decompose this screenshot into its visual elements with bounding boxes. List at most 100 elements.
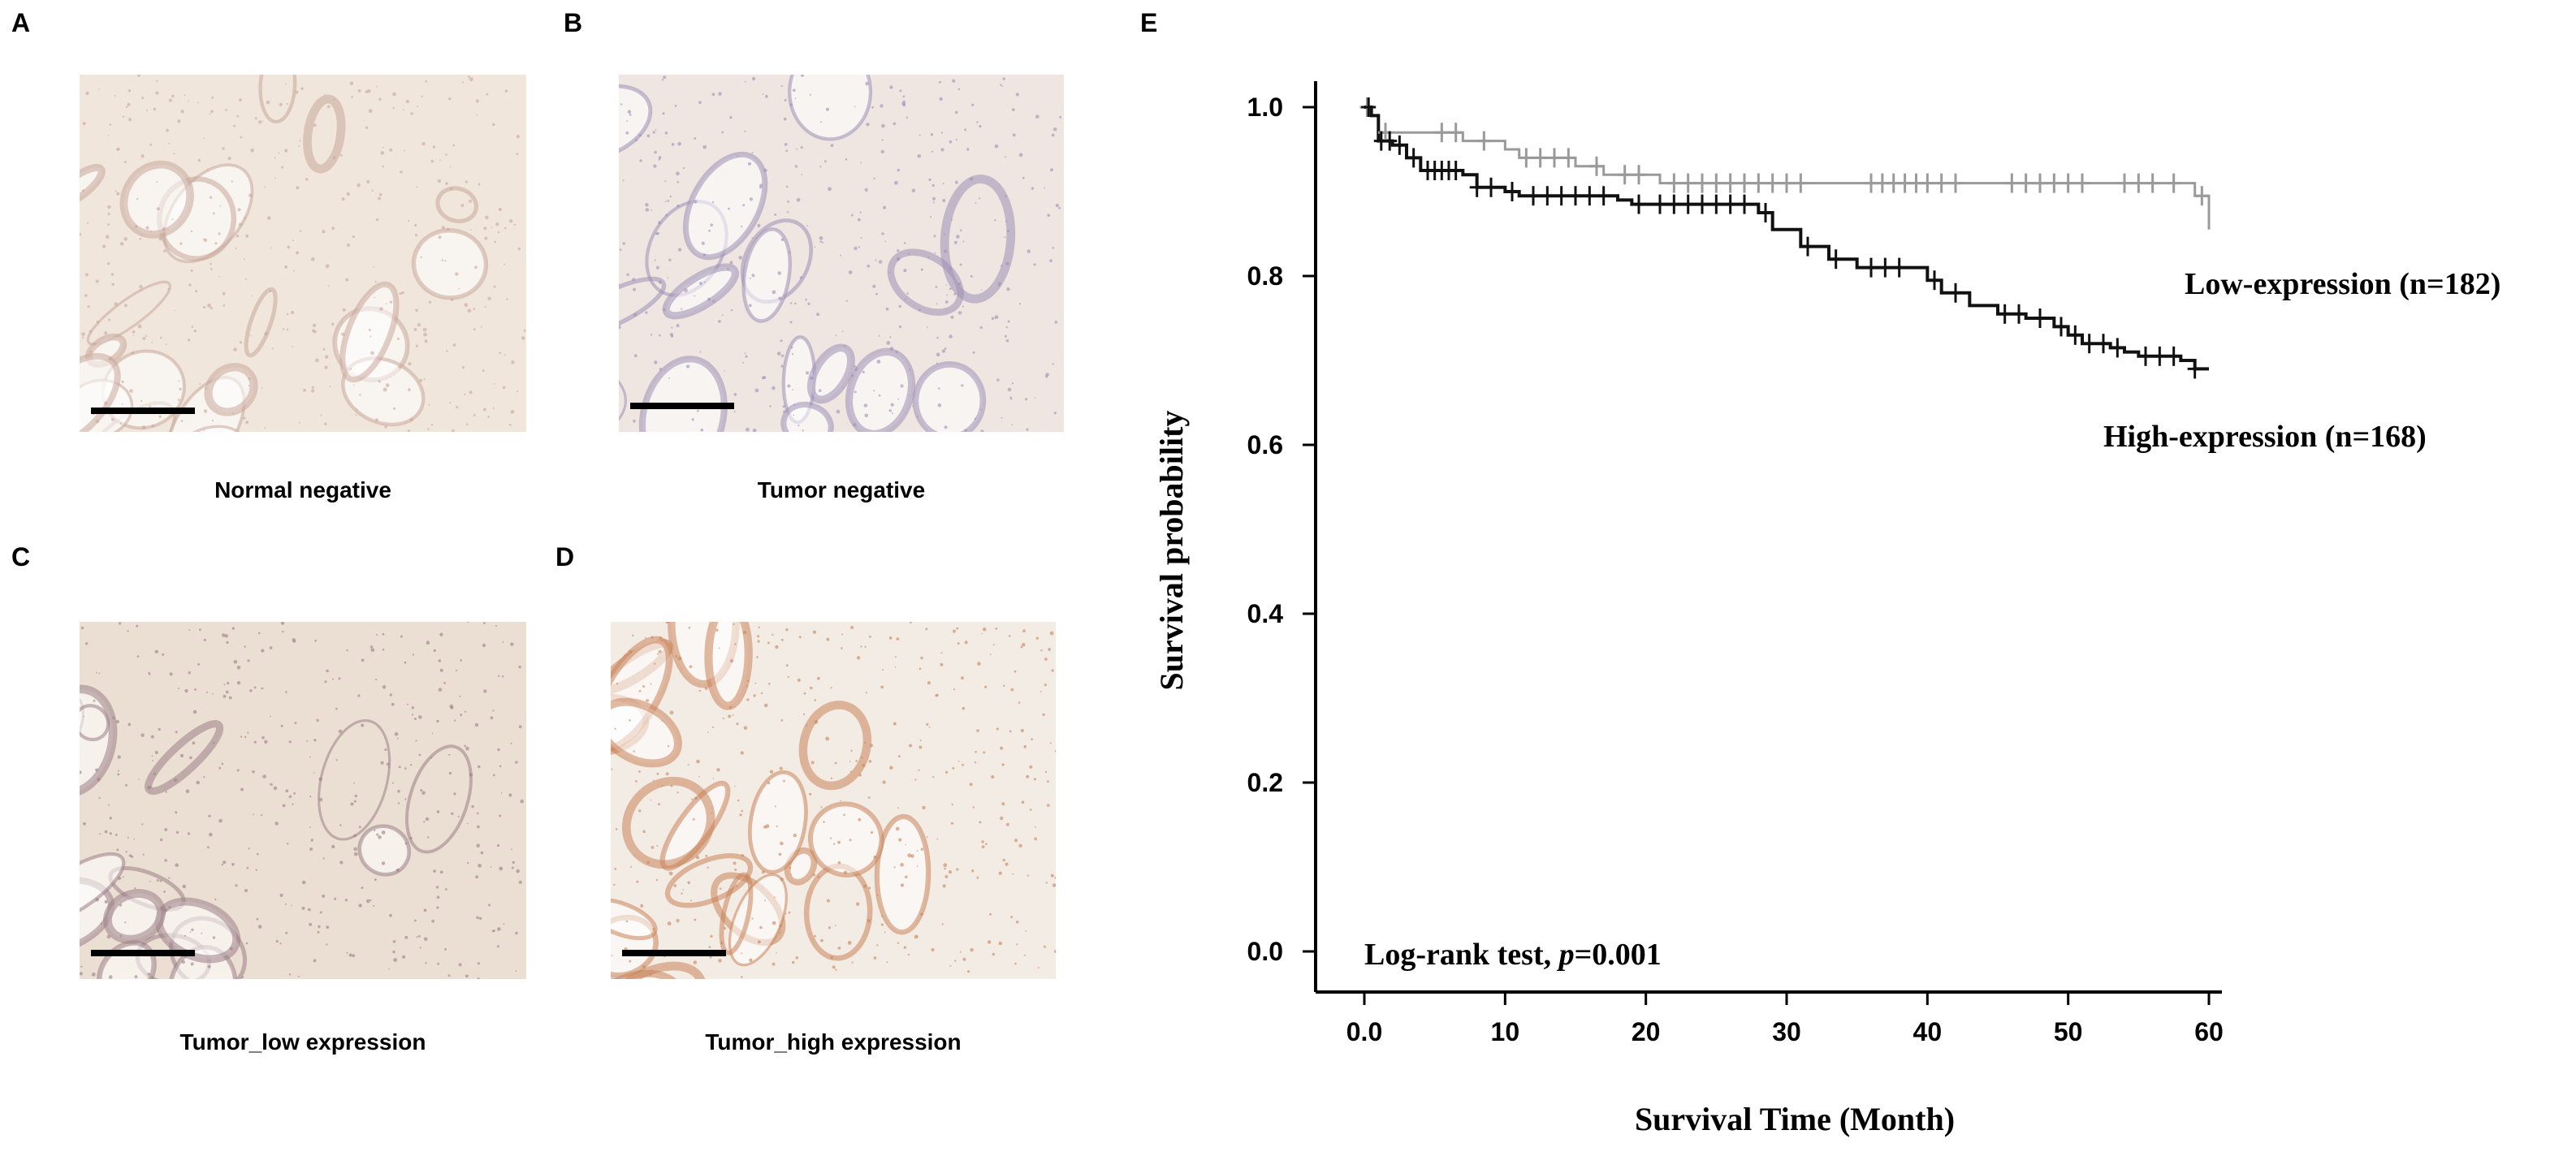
censor-mark [1392, 135, 1407, 155]
y-tick-label: 0.6 [1247, 430, 1283, 459]
y-tick-label: 0.2 [1247, 768, 1283, 797]
logrank-p: p [1557, 938, 1575, 972]
censor-mark [1695, 194, 1709, 214]
censor-mark [2075, 173, 2090, 193]
series-label-high: High-expression (n=168) [2103, 420, 2427, 454]
panel-label-a: A [11, 8, 31, 37]
censor-mark [1632, 194, 1646, 214]
censor-mark [1582, 186, 1597, 206]
panel-label-d: D [555, 542, 575, 572]
censor-mark [1382, 131, 1398, 151]
x-tick-label: 40 [1913, 1017, 1943, 1046]
censor-mark [1434, 123, 1450, 143]
censor-mark [2152, 346, 2168, 366]
censor-mark [1934, 173, 1949, 193]
censor-mark [2012, 304, 2026, 324]
censor-mark [1948, 283, 1963, 303]
censor-mark [1484, 177, 1498, 197]
micrograph-tumor-high-expression [611, 622, 1056, 979]
censor-mark [1568, 186, 1583, 206]
censor-mark [1653, 194, 1667, 214]
censor-mark [2081, 334, 2097, 354]
micrograph-texture [611, 622, 1056, 979]
y-tick-label: 0.0 [1247, 937, 1283, 966]
scale-bar [91, 408, 195, 414]
x-tick-label: 20 [1632, 1017, 1661, 1046]
censor-mark [2047, 173, 2062, 193]
censor-mark [1864, 257, 1878, 278]
censor-mark [2166, 173, 2181, 193]
censor-mark [1751, 173, 1766, 193]
censor-mark [2068, 325, 2083, 345]
x-axis-title: Survival Time (Month) [1635, 1101, 1955, 1137]
micrograph-texture [80, 75, 526, 432]
chart-series [1364, 106, 2211, 371]
censor-mark [1596, 186, 1611, 206]
censor-mark [1695, 173, 1709, 193]
censor-mark [1737, 173, 1752, 193]
caption-normal-negative: Normal negative [214, 477, 391, 503]
censor-mark [2131, 173, 2146, 193]
censor-mark [1891, 257, 1907, 278]
censor-mark [2145, 173, 2160, 193]
censor-mark [1737, 194, 1752, 214]
censor-mark [2054, 317, 2068, 337]
x-tick-label: 0.0 [1346, 1017, 1382, 1046]
censor-mark [1361, 97, 1377, 117]
scale-bar [91, 950, 195, 956]
censor-mark [1561, 148, 1576, 168]
censor-mark [2187, 359, 2202, 379]
censor-mark [1680, 173, 1696, 193]
censor-mark [1632, 165, 1646, 185]
y-tick-label: 1.0 [1247, 93, 1283, 122]
censor-mark [1779, 173, 1794, 193]
censor-mark [1666, 173, 1682, 193]
censor-mark [1448, 161, 1463, 180]
censor-mark [2194, 186, 2210, 206]
micrograph-normal-negative [80, 75, 526, 432]
censor-mark [1547, 148, 1562, 168]
censor-mark [2004, 173, 2020, 193]
y-tick-label: 0.8 [1247, 261, 1283, 291]
censor-mark [1406, 148, 1421, 168]
micrograph-texture [619, 75, 1064, 432]
caption-tumor-low-expression: Tumor_low expression [179, 1029, 426, 1055]
panel-label-c: C [11, 542, 31, 572]
x-tick-label: 50 [2054, 1017, 2083, 1046]
censor-mark [1758, 203, 1773, 222]
censor-mark [2096, 334, 2111, 354]
logrank-prefix: Log-rank test, [1364, 938, 1559, 972]
censor-mark [1476, 131, 1492, 151]
censor-mark [1765, 173, 1780, 193]
censor-mark [2117, 173, 2132, 193]
censor-mark [1505, 182, 1519, 201]
censor-mark [2060, 173, 2076, 193]
censor-mark [2018, 173, 2034, 193]
censor-mark [1793, 173, 1809, 193]
censor-mark [1540, 186, 1555, 206]
censor-mark [1722, 173, 1738, 193]
censor-mark [2033, 173, 2047, 193]
caption-tumor-negative: Tumor negative [757, 477, 926, 503]
censor-mark [2138, 346, 2153, 366]
censor-mark [1828, 249, 1843, 270]
censor-mark [1920, 173, 1935, 193]
censor-mark [1617, 165, 1632, 185]
y-axis-title: Survival probability [1153, 411, 1190, 691]
censor-mark [1554, 186, 1569, 206]
logrank-annotation: Log-rank test, p=0.001 [1364, 938, 1662, 972]
censor-mark [1800, 236, 1815, 257]
micrograph-tumor-low-expression [80, 622, 526, 979]
censor-mark [2110, 338, 2125, 358]
micrograph-texture [80, 622, 526, 979]
censor-mark [1709, 194, 1724, 214]
censor-mark [1448, 123, 1463, 143]
scale-bar [630, 403, 734, 409]
censor-mark [1519, 148, 1534, 168]
chart-axes: 0.0 0.2 0.4 0.6 0.8 1.0 0.0 10 20 30 40 50 60 [1247, 81, 2224, 1046]
censor-mark [1589, 156, 1604, 176]
km-curve-high [1364, 106, 2209, 371]
panel-label-b: B [564, 8, 583, 37]
survival-chart-svg: 0.0 0.2 0.4 0.6 0.8 1.0 0.0 10 20 30 40 50 60 Low-ex… [1153, 81, 2500, 1137]
survival-chart: 0.0 0.2 0.4 0.6 0.8 1.0 0.0 10 20 30 40 50 60 Low-ex… [1129, 0, 2576, 1156]
